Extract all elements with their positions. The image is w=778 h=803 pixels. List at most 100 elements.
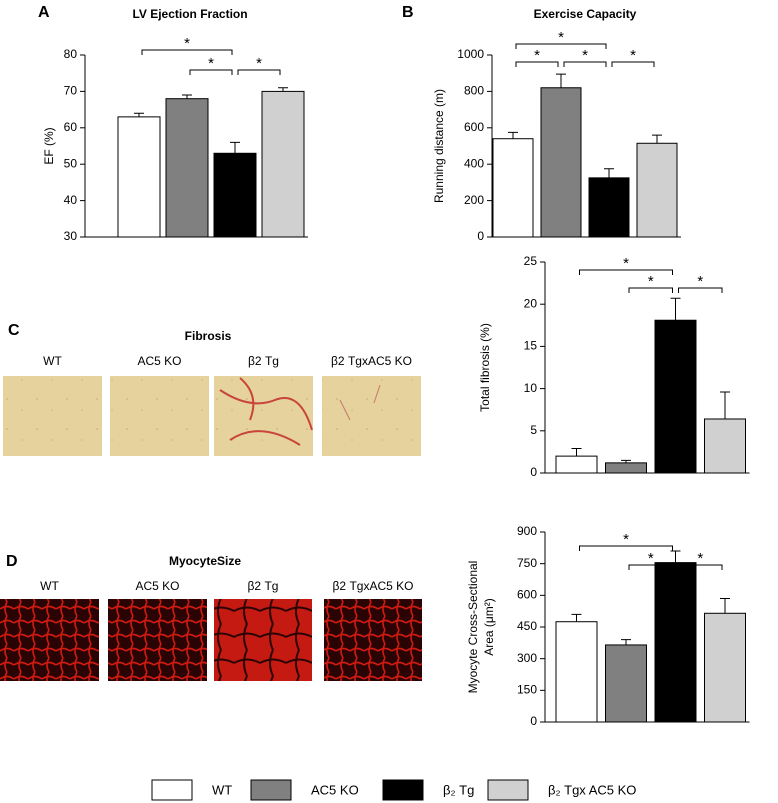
y-tick-label: 400 bbox=[464, 156, 484, 170]
significance-bracket bbox=[678, 287, 723, 293]
panel-letter: A bbox=[38, 4, 50, 21]
significance-label: * bbox=[623, 531, 629, 548]
image-label: β2 Tg bbox=[248, 579, 279, 593]
panel-d: D MyocyteSize bbox=[0, 553, 422, 681]
panel-c: C Fibrosis bbox=[3, 322, 421, 456]
micrograph bbox=[324, 599, 422, 681]
bar bbox=[654, 562, 697, 723]
y-tick-label: 900 bbox=[517, 524, 537, 538]
micrograph bbox=[322, 376, 421, 456]
y-tick-label: 0 bbox=[477, 229, 484, 243]
error-bar bbox=[230, 141, 240, 154]
significance-label: * bbox=[630, 47, 636, 64]
bar bbox=[704, 612, 746, 723]
fibrosis-stain bbox=[339, 384, 381, 421]
micrograph bbox=[108, 599, 207, 681]
panel-title: MyocyteSize bbox=[169, 554, 241, 568]
y-axis-label: Running distance (m) bbox=[432, 89, 446, 203]
y-axis-label: Myocyte Cross-Sectional bbox=[466, 561, 480, 694]
y-tick-label: 600 bbox=[464, 120, 484, 134]
chart: Exercise Capacity B 0 200 400 600 800 1000 Runni… bbox=[402, 4, 681, 243]
significance-bracket bbox=[189, 69, 233, 75]
significance-label: * bbox=[208, 55, 214, 72]
error-bar bbox=[604, 168, 614, 178]
y-tick-label: 0 bbox=[530, 465, 537, 479]
legend-label: β₂ Tg bbox=[443, 782, 474, 797]
significance-label: * bbox=[697, 273, 703, 290]
chart-title: LV Ejection Fraction bbox=[132, 7, 247, 21]
significance-bracket bbox=[678, 564, 723, 570]
bar bbox=[492, 138, 534, 238]
significance-label: * bbox=[558, 29, 564, 46]
y-tick-label: 70 bbox=[64, 84, 78, 98]
y-tick-label: 1000 bbox=[457, 47, 484, 61]
image-label: AC5 KO bbox=[135, 579, 179, 593]
significance-bracket bbox=[628, 564, 673, 570]
y-tick-label: 0 bbox=[530, 714, 537, 728]
y-tick-label: 80 bbox=[64, 47, 78, 61]
y-axis-label: Total fibrosis (%) bbox=[478, 323, 492, 412]
significance-label: * bbox=[697, 550, 703, 567]
y-tick-label: 150 bbox=[517, 683, 537, 697]
significance-label: * bbox=[256, 55, 262, 72]
micrograph bbox=[214, 599, 312, 681]
chart: 0 150 300 450 600 750 900 Myocyte Cross-Section… bbox=[466, 524, 750, 728]
image-label: β2 TgxAC5 KO bbox=[333, 579, 414, 593]
error-bar bbox=[720, 391, 730, 419]
legend-swatch bbox=[151, 779, 193, 801]
micrograph bbox=[3, 376, 102, 456]
y-tick-label: 5 bbox=[530, 423, 537, 437]
error-bar bbox=[621, 459, 631, 463]
y-axis-label: EF (%) bbox=[42, 127, 56, 164]
bar bbox=[261, 90, 305, 238]
y-tick-label: 25 bbox=[524, 254, 538, 268]
bar bbox=[555, 621, 598, 723]
y-tick-label: 200 bbox=[464, 193, 484, 207]
micrograph bbox=[110, 376, 209, 456]
image-label: WT bbox=[40, 579, 59, 593]
image-label: AC5 KO bbox=[137, 354, 181, 368]
y-tick-label: 50 bbox=[64, 156, 78, 170]
bar bbox=[165, 98, 209, 238]
bar bbox=[704, 418, 746, 474]
image-label: WT bbox=[43, 354, 62, 368]
significance-bracket bbox=[141, 49, 233, 55]
bar bbox=[588, 177, 630, 238]
y-tick-label: 800 bbox=[464, 84, 484, 98]
significance-bracket bbox=[515, 61, 559, 67]
y-tick-label: 40 bbox=[64, 193, 78, 207]
bar bbox=[540, 87, 582, 238]
error-bar bbox=[652, 134, 662, 144]
bar bbox=[117, 116, 161, 238]
legend-label: AC5 KO bbox=[311, 782, 359, 797]
bar bbox=[605, 462, 647, 474]
significance-label: * bbox=[623, 255, 629, 272]
error-bar bbox=[134, 112, 144, 117]
micrograph bbox=[0, 599, 99, 681]
fibrosis-stain bbox=[219, 377, 313, 446]
y-axis-label: Area (μm²) bbox=[482, 598, 496, 656]
y-tick-label: 15 bbox=[524, 339, 538, 353]
error-bar bbox=[508, 131, 518, 139]
bar bbox=[555, 455, 598, 474]
legend-swatch bbox=[382, 779, 424, 801]
significance-label: * bbox=[184, 35, 190, 52]
significance-bracket bbox=[563, 61, 607, 67]
y-tick-label: 300 bbox=[517, 651, 537, 665]
panel-title: Fibrosis bbox=[185, 329, 232, 343]
significance-label: * bbox=[648, 273, 654, 290]
significance-bracket bbox=[628, 287, 673, 293]
error-bar bbox=[720, 598, 730, 614]
panel-letter: B bbox=[402, 4, 414, 21]
bar bbox=[636, 142, 678, 238]
y-tick-label: 20 bbox=[524, 296, 538, 310]
error-bar bbox=[670, 297, 681, 321]
y-tick-label: 10 bbox=[524, 381, 538, 395]
legend-label: WT bbox=[212, 782, 232, 797]
bar bbox=[654, 319, 697, 474]
error-bar bbox=[556, 73, 566, 88]
error-bar bbox=[621, 639, 631, 645]
chart: LV Ejection Fraction A 30 40 50 60 70 80 EF (%) *… bbox=[38, 4, 308, 243]
legend-swatch bbox=[250, 779, 292, 801]
